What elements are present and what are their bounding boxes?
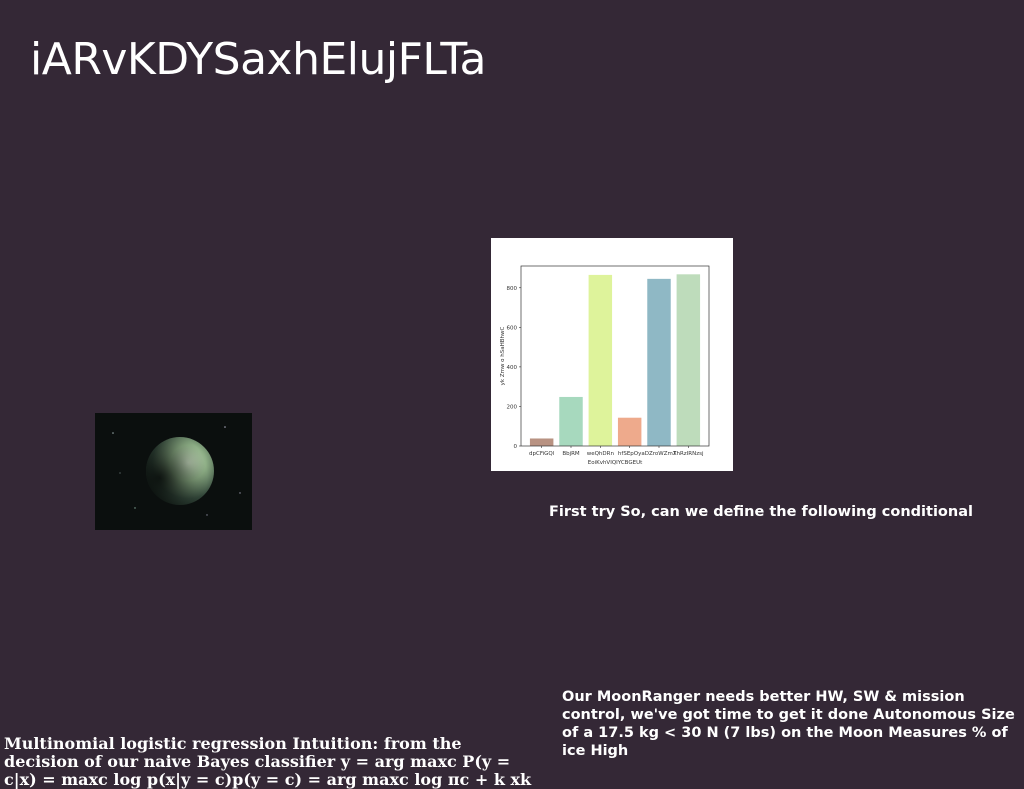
x-tick-label: weQhDRn (587, 451, 615, 457)
y-tick-label: 0 (514, 444, 518, 450)
x-tick-label: hfSEpOy (618, 451, 642, 457)
bar-dpCFiGQl (529, 438, 554, 446)
y-tick-label: 800 (507, 286, 518, 292)
caption-logistic-regression: Multinomial logistic regression Intuitio… (4, 734, 532, 789)
planet-image (95, 413, 252, 530)
y-tick-label: 200 (507, 404, 518, 410)
bar-weQhDRn (588, 274, 613, 446)
x-tick-label: aDZroWZmX (641, 451, 676, 457)
caption-moonranger: Our MoonRanger needs better HW, SW & mis… (562, 689, 1015, 759)
caption-first-try: First try So, can we define the followin… (549, 504, 973, 520)
x-tick-label: BbjRM (562, 451, 580, 457)
bar-BbjRM (559, 396, 583, 446)
bar-chart: 0 200 400 600 800 dpCFiGQl BbjRM weQhDRn hfSEpO… (491, 238, 733, 471)
slide-title: iARvKDYSaxhElujFLTa (30, 34, 486, 85)
bar-hfSEpOy (617, 417, 642, 446)
y-tick-label: 400 (507, 365, 518, 371)
plot-frame (520, 265, 710, 447)
x-tick-label: dpCFiGQl (529, 451, 555, 457)
bar-chart-svg: 0 200 400 600 800 dpCFiGQl BbjRM weQhDRn hfSEpO… (500, 265, 710, 466)
bar-ThRzIRNzsj (676, 274, 701, 446)
x-tick-label: ThRzIRNzsj (672, 451, 704, 457)
bar-aDZroWZmX (647, 278, 671, 446)
planet-illustration (95, 413, 252, 530)
y-axis-label: yk Zmw o hSaHBhwC (500, 326, 506, 385)
y-tick-label: 600 (507, 325, 518, 331)
x-axis-label: EoiKvhVIQIYCBGEUt (588, 460, 643, 466)
